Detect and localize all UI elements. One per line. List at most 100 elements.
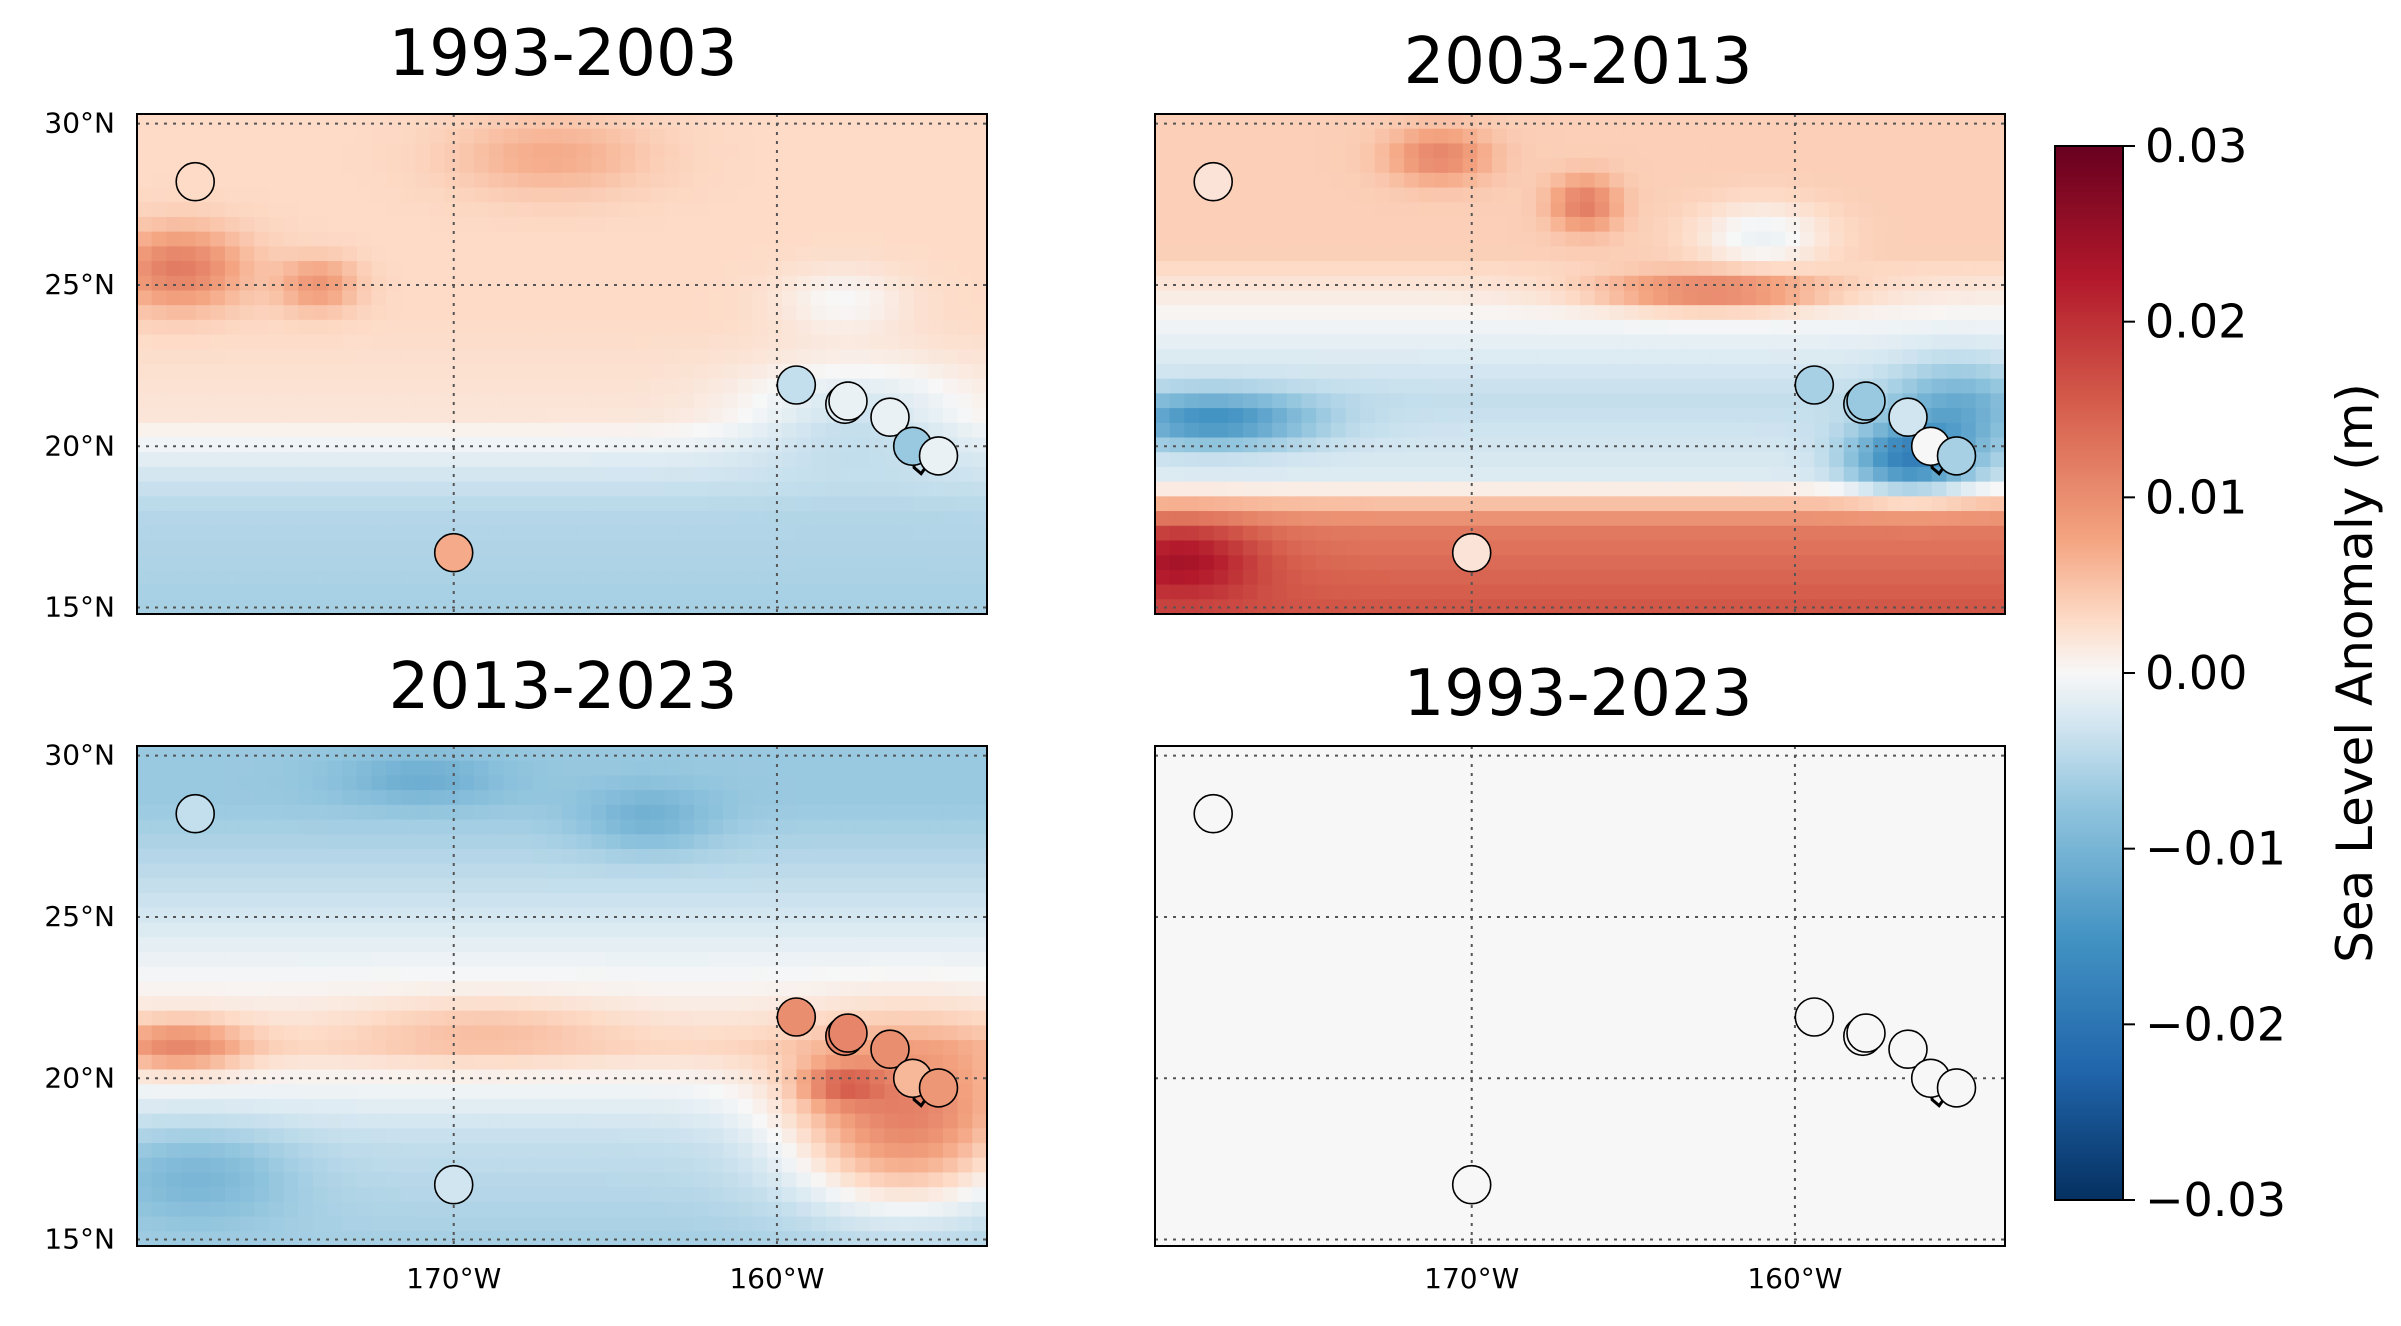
- heatmap-cell: [1785, 290, 1801, 306]
- heatmap-cell: [1931, 187, 1947, 203]
- heatmap-cell: [1770, 511, 1786, 527]
- heatmap-cell: [737, 760, 754, 777]
- heatmap-cell: [1726, 555, 1742, 571]
- heatmap-cell: [312, 937, 329, 953]
- heatmap-cell: [1521, 408, 1537, 424]
- heatmap-cell: [459, 878, 475, 894]
- heatmap-cell: [855, 319, 871, 336]
- heatmap-cell: [737, 819, 754, 835]
- heatmap-cell: [591, 966, 607, 982]
- heatmap-cell: [796, 466, 812, 483]
- heatmap-cell: [855, 540, 871, 556]
- heatmap-cell: [855, 760, 871, 777]
- heatmap-cell: [327, 893, 343, 909]
- heatmap-cell: [605, 305, 622, 321]
- heatmap-cell: [928, 408, 944, 424]
- heatmap-cell: [1755, 334, 1772, 350]
- heatmap-cell: [1550, 481, 1566, 497]
- heatmap-cell: [1330, 275, 1347, 292]
- heatmap-cell: [503, 540, 519, 556]
- heatmap-cell: [1389, 349, 1405, 365]
- heatmap-cell: [1814, 569, 1830, 586]
- heatmap-cell: [1638, 305, 1654, 321]
- heatmap-cell: [811, 599, 827, 615]
- heatmap-cell: [327, 790, 343, 806]
- heatmap-cell: [1946, 393, 1962, 409]
- heatmap-cell: [635, 981, 651, 997]
- heatmap-cell: [1843, 246, 1860, 262]
- heatmap-cell: [1741, 555, 1757, 571]
- heatmap-cell: [1286, 481, 1303, 497]
- heatmap-cell: [649, 555, 666, 571]
- heatmap-cell: [474, 848, 490, 865]
- heatmap-cell: [913, 584, 929, 600]
- station-marker: [1193, 161, 1233, 202]
- heatmap-cell: [327, 878, 343, 894]
- heatmap-cell: [1462, 275, 1479, 292]
- heatmap-cell: [693, 319, 710, 336]
- heatmap-cell: [1873, 569, 1889, 586]
- heatmap-cell: [1799, 261, 1816, 277]
- heatmap-cell: [1682, 378, 1698, 395]
- heatmap-cell: [708, 937, 724, 953]
- heatmap-cell: [547, 466, 563, 483]
- heatmap-cell: [1990, 231, 2006, 247]
- heatmap-cell: [1155, 349, 1171, 365]
- heatmap-cell: [195, 848, 211, 865]
- heatmap-cell: [1198, 422, 1215, 439]
- heatmap-cell: [327, 437, 343, 453]
- heatmap-cell: [957, 364, 973, 380]
- heatmap-cell: [1345, 158, 1361, 174]
- heatmap-cell: [1433, 525, 1449, 542]
- heatmap-cell: [591, 319, 607, 336]
- heatmap-cell: [1961, 511, 1977, 527]
- heatmap-cell: [1917, 555, 1933, 571]
- heatmap-cell: [1360, 452, 1376, 468]
- heatmap-cell: [1785, 584, 1801, 600]
- heatmap-cell: [312, 775, 329, 791]
- heatmap-cell: [1609, 569, 1625, 586]
- heatmap-cell: [899, 275, 915, 292]
- heatmap-cell: [503, 790, 519, 806]
- heatmap-cell: [503, 319, 519, 336]
- heatmap-cell: [1638, 525, 1654, 542]
- heatmap-cell: [1492, 216, 1508, 233]
- heatmap-cell: [1931, 246, 1947, 262]
- heatmap-cell: [957, 804, 973, 821]
- heatmap-cell: [1374, 114, 1391, 130]
- heatmap-cell: [488, 760, 504, 777]
- heatmap-cell: [576, 452, 592, 468]
- heatmap-cell: [781, 540, 798, 556]
- heatmap-cell: [928, 569, 944, 586]
- heatmap-cell: [635, 878, 651, 894]
- heatmap-cell: [1887, 569, 1904, 586]
- heatmap-cell: [825, 172, 842, 189]
- heatmap-cell: [342, 981, 358, 997]
- heatmap-cell: [1873, 114, 1889, 130]
- heatmap-cell: [1492, 158, 1508, 174]
- heatmap-cell: [767, 760, 783, 777]
- heatmap-cell: [327, 378, 343, 395]
- heatmap-cell: [415, 569, 431, 586]
- heatmap-cell: [1242, 172, 1259, 189]
- heatmap-cell: [825, 525, 842, 542]
- heatmap-cell: [312, 158, 329, 174]
- heatmap-cell: [1755, 216, 1772, 233]
- heatmap-cell: [840, 922, 856, 938]
- heatmap-cell: [591, 951, 607, 968]
- heatmap-cell: [664, 422, 680, 439]
- heatmap-cell: [239, 334, 255, 350]
- heatmap-cell: [1286, 114, 1303, 130]
- heatmap-cell: [1316, 187, 1332, 203]
- heatmap-cell: [224, 996, 241, 1012]
- heatmap-cell: [459, 760, 475, 777]
- heatmap-cell: [1931, 143, 1947, 159]
- heatmap-cell: [166, 848, 182, 865]
- heatmap-cell: [210, 951, 226, 968]
- heatmap-cell: [1272, 216, 1288, 233]
- heatmap-cell: [767, 555, 783, 571]
- heatmap-cell: [254, 128, 270, 145]
- heatmap-cell: [151, 202, 167, 218]
- heatmap-cell: [693, 422, 710, 439]
- heatmap-cell: [620, 819, 636, 835]
